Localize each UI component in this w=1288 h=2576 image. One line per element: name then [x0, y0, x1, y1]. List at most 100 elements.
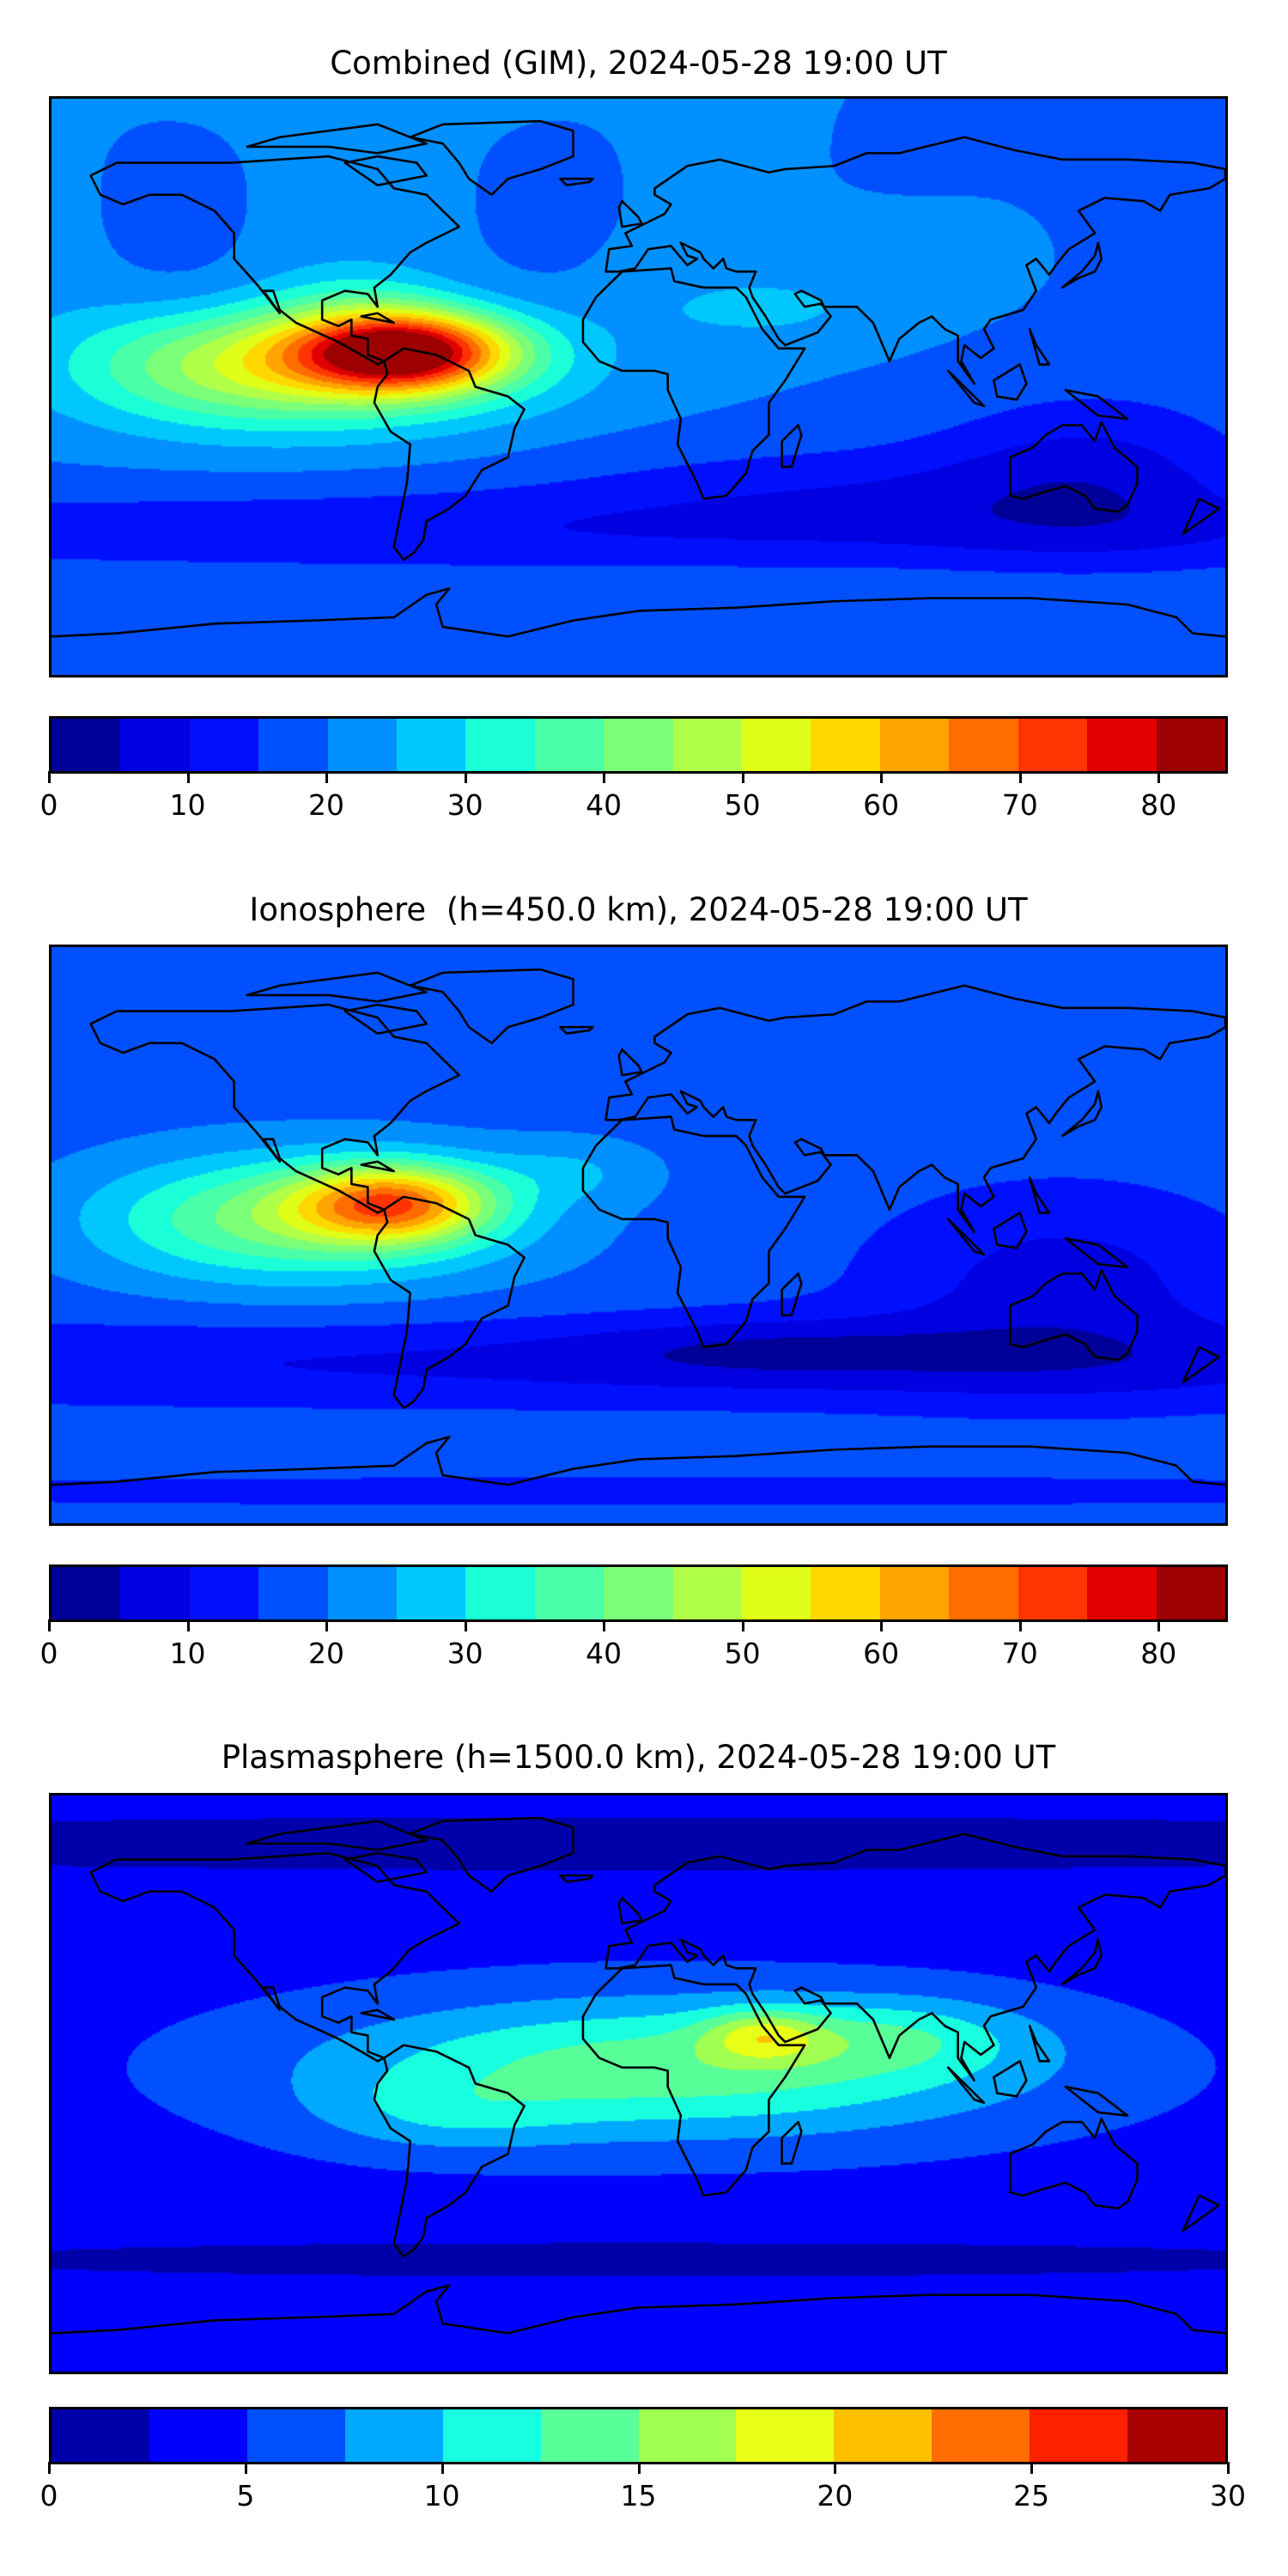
colorbar-tick: [1157, 771, 1161, 783]
colorbar-tick-label: 0: [39, 788, 58, 822]
colorbar-tick-label: 0: [39, 1637, 58, 1670]
colorbar-tick-label: 70: [1001, 788, 1038, 822]
colorbar-tick-label: 10: [423, 2479, 460, 2512]
colorbar-tick: [741, 1619, 744, 1631]
colorbar-segment: [742, 1567, 811, 1619]
colorbar-tick: [48, 1619, 51, 1631]
colorbar-tick: [1030, 2462, 1034, 2474]
coastline: [247, 973, 427, 1002]
colorbar-tick: [440, 2462, 444, 2474]
colorbar-tick: [464, 1619, 467, 1631]
coastline: [374, 2045, 525, 2257]
colorbar-segment: [834, 2409, 933, 2462]
coastline: [1066, 1238, 1127, 1267]
colorbar-tick: [325, 771, 329, 783]
colorbar-segment: [540, 2409, 639, 2462]
coastline: [1183, 1347, 1219, 1382]
colorbar-segment: [879, 719, 950, 771]
coastline: [374, 1197, 525, 1408]
colorbar-tick-label: 30: [447, 1637, 483, 1670]
colorbar-tick: [48, 771, 51, 783]
coastline: [619, 201, 642, 227]
coastline: [52, 588, 1225, 636]
tec-map-plasmasphere: [49, 1793, 1228, 2374]
colorbar-tick-label: 60: [863, 1637, 900, 1670]
coastline: [619, 1898, 642, 1923]
colorbar-segment: [672, 719, 743, 771]
chart-title: Ionosphere (h=450.0 km), 2024-05-28 19:0…: [249, 891, 1028, 928]
colorbar-segment: [534, 719, 605, 771]
colorbar-ionosphere: [49, 1564, 1228, 1622]
colorbar-tick-label: 80: [1140, 788, 1177, 822]
colorbar-ticks-plasmasphere: 0 5 10 15 20 25 30: [40, 2462, 1246, 2522]
colorbar-tick-label: 40: [586, 1637, 623, 1670]
coastline: [1062, 1940, 1102, 1984]
colorbar-segment: [1018, 1567, 1088, 1619]
tec-field: [52, 947, 1225, 1523]
colorbar-tick-label: 50: [724, 1637, 761, 1670]
colorbar-combined: [49, 716, 1228, 774]
colorbar-segment: [811, 1567, 880, 1619]
coastline: [52, 1437, 1225, 1485]
colorbar-tick: [325, 1619, 329, 1631]
coastline: [345, 156, 427, 185]
coastline: [1183, 499, 1219, 534]
colorbar-tick-label: 0: [39, 2479, 58, 2512]
coastline: [948, 371, 984, 406]
colorbar-tick-label: 60: [863, 788, 900, 822]
coastline: [91, 156, 459, 364]
colorbar-tick: [48, 2462, 51, 2474]
colorbar-segment: [189, 1567, 259, 1619]
coastline: [993, 364, 1026, 399]
coastline: [1030, 2026, 1049, 2061]
coastline: [410, 121, 574, 195]
colorbar-tick-label: 30: [1210, 2479, 1246, 2512]
coastline: [52, 2285, 1225, 2333]
tec-field: [52, 1795, 1225, 2372]
colorbar-tick: [880, 1619, 884, 1631]
colorbar-plasmasphere: [49, 2407, 1228, 2464]
colorbar-segment: [189, 719, 259, 771]
colorbar-tick: [637, 2462, 641, 2474]
colorbar-segment: [879, 1567, 950, 1619]
colorbar-segment: [949, 719, 1018, 771]
coastline: [782, 2122, 802, 2163]
coastline: [1062, 1091, 1102, 1136]
colorbar-segment: [442, 2409, 541, 2462]
tec-field: [52, 99, 1225, 675]
colorbar-segment: [638, 2409, 737, 2462]
colorbar-tick: [603, 771, 606, 783]
colorbar-segment: [258, 1567, 328, 1619]
colorbar-tick-label: 10: [169, 1637, 206, 1670]
colorbar-ticks-combined: 0 10 20 30 40 50 60 70 80: [40, 771, 1228, 831]
coastline: [1183, 2196, 1219, 2231]
colorbar-segment: [604, 719, 673, 771]
coastline: [410, 969, 574, 1043]
colorbar-segment: [344, 2409, 443, 2462]
colorbar-segment: [932, 2409, 1030, 2462]
coastline: [993, 2061, 1026, 2096]
coastline: [1010, 422, 1137, 512]
colorbar-tick: [244, 2462, 247, 2474]
colorbar-tick-label: 40: [586, 788, 623, 822]
chart-title: Plasmasphere (h=1500.0 km), 2024-05-28 1…: [221, 1739, 1056, 1776]
coastline: [948, 2068, 984, 2103]
coastline: [1062, 243, 1102, 288]
tec-map-combined: [49, 96, 1228, 677]
colorbar-segment: [149, 2409, 247, 2462]
colorbar-tick: [880, 771, 884, 783]
colorbar-segment: [1087, 1567, 1157, 1619]
colorbar-segment: [52, 719, 121, 771]
coastline: [782, 1273, 802, 1315]
tec-map-ionosphere: [49, 945, 1228, 1526]
coastline: [782, 425, 802, 466]
colorbar-tick: [1157, 1619, 1161, 1631]
colorbar-segment: [1156, 1567, 1225, 1619]
coastline: [993, 1212, 1026, 1248]
colorbar-segment: [736, 2409, 835, 2462]
colorbar-segment: [246, 2409, 345, 2462]
colorbar-tick: [834, 2462, 837, 2474]
colorbar-tick-label: 80: [1140, 1637, 1177, 1670]
colorbar-segment: [120, 719, 190, 771]
colorbar-segment: [1087, 719, 1157, 771]
